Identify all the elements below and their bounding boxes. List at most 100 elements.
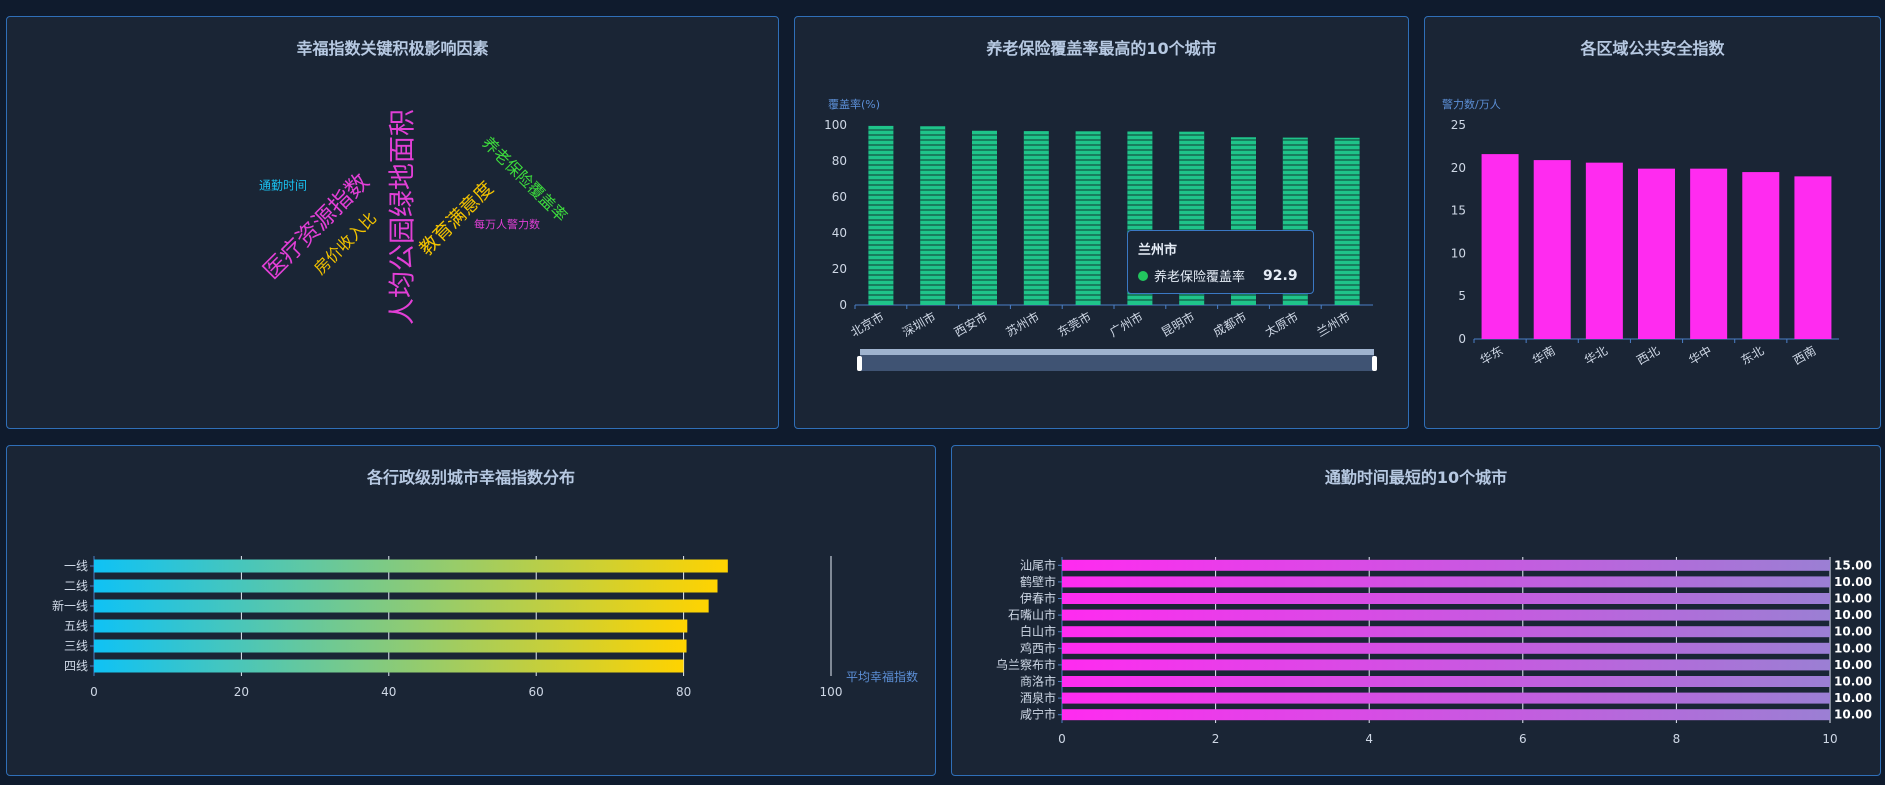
y-tick-label: 咸宁市: [1020, 707, 1056, 722]
data-label: 10.00: [1834, 641, 1872, 655]
x-axis-label: 平均幸福指数: [846, 669, 918, 684]
wordcloud-word: 每万人警力数: [474, 217, 540, 231]
commute-chart: 0 2 4 6 8 10 汕尾市 15.00 鹤壁市 10.00 伊春市 10.00 石嘴山市 10.00…: [996, 557, 1872, 746]
bar: [1023, 131, 1049, 305]
data-label: 10.00: [1834, 625, 1872, 639]
x-tick-label: 太原市: [1262, 309, 1301, 340]
panel-title: 幸福指数关键积极影响因素: [296, 39, 489, 58]
bar: [94, 599, 709, 613]
data-label: 10.00: [1834, 592, 1872, 606]
pension-chart: 覆盖率(%) 0 20 40 60 80 100 北京市 深圳市 西安市 苏州市 东莞市 广州市 昆明市成…: [824, 97, 1377, 371]
x-tick-label: 成都市: [1210, 309, 1249, 340]
y-tick-label: 100: [824, 118, 847, 132]
x-tick-label: 100: [820, 685, 843, 699]
data-label: 10.00: [1834, 608, 1872, 622]
panel-title: 各行政级别城市幸福指数分布: [366, 468, 575, 487]
y-tick-label: 白山市: [1020, 624, 1056, 639]
data-label: 10.00: [1834, 675, 1872, 689]
panel-wordcloud: 幸福指数关键积极影响因素 人均公园绿地面积 医疗资源指数 养老保险覆盖率 教育满意度房…: [6, 16, 779, 429]
y-tick-label: 汕尾市: [1020, 557, 1056, 572]
y-tick-label: 新一线: [52, 598, 88, 613]
y-tick-label: 鸡西市: [1020, 640, 1056, 655]
x-tick-label: 6: [1519, 732, 1527, 746]
x-tick-label: 0: [1058, 732, 1066, 746]
y-tick-label: 5: [1458, 289, 1466, 303]
x-tick-label: 20: [234, 685, 249, 699]
wordcloud-word: 通勤时间: [259, 179, 307, 193]
bar: [1062, 709, 1830, 721]
tooltip-title: 兰州市: [1138, 243, 1178, 258]
bar: [1062, 609, 1830, 621]
y-tick-label: 四线: [64, 659, 88, 673]
bar: [1742, 172, 1780, 339]
x-tick-label: 北京市: [848, 309, 887, 340]
x-tick-label: 8: [1673, 732, 1681, 746]
data-label: 10.00: [1834, 575, 1872, 589]
y-tick-label: 三线: [64, 639, 88, 653]
x-tick-label: 东北: [1738, 343, 1766, 367]
bar: [1062, 659, 1830, 671]
wordcloud-word: 养老保险覆盖率: [478, 133, 571, 226]
x-tick-label: 西北: [1634, 343, 1662, 367]
bar: [1062, 576, 1830, 588]
x-tick-label: 华南: [1529, 343, 1557, 368]
y-tick-label: 20: [1451, 161, 1466, 175]
x-tick-label: 西安市: [951, 309, 990, 340]
bar: [1062, 642, 1830, 654]
bar: [94, 659, 684, 673]
bar: [94, 619, 688, 633]
series-dot-icon: [1138, 270, 1148, 281]
datazoom-handle-right: [1372, 356, 1377, 371]
x-tick-label: 2: [1212, 732, 1220, 746]
bar: [1481, 154, 1519, 339]
panel-safety: 各区域公共安全指数 警力数/万人 0 5 10 15 20 25 华东 华南 华北 西北 华中 东北 西南: [1424, 16, 1881, 429]
bar: [1334, 137, 1360, 305]
panel-title: 养老保险覆盖率最高的10个城市: [986, 39, 1217, 58]
bar: [1062, 676, 1830, 687]
x-tick-label: 0: [90, 685, 98, 699]
bar: [1062, 559, 1830, 571]
datazoom-selection: [860, 349, 1374, 355]
x-tick-label: 60: [529, 685, 544, 699]
y-tick-label: 60: [832, 190, 847, 204]
data-label: 10.00: [1834, 658, 1872, 672]
x-tick-label: 兰州市: [1314, 309, 1353, 340]
x-tick-label: 40: [381, 685, 396, 699]
y-tick-label: 40: [832, 226, 847, 240]
y-tick-label: 0: [839, 298, 847, 312]
y-tick-label: 乌兰察布市: [996, 657, 1056, 672]
y-tick-label: 商洛市: [1020, 674, 1056, 689]
y-tick-label: 25: [1451, 118, 1466, 132]
tooltip-series: 养老保险覆盖率: [1154, 270, 1246, 285]
bar: [1638, 168, 1675, 339]
y-tick-label: 酒泉市: [1020, 690, 1056, 705]
x-tick-label: 华东: [1478, 343, 1506, 367]
x-tick-label: 华北: [1582, 343, 1610, 367]
bar: [1062, 692, 1830, 704]
data-label: 10.00: [1834, 708, 1872, 722]
y-tick-label: 石嘴山市: [1008, 607, 1056, 622]
panel-pension: 养老保险覆盖率最高的10个城市 覆盖率(%) 0 20 40 60 80 100 北京市 深圳市…: [794, 16, 1409, 429]
y-tick-label: 20: [832, 262, 847, 276]
y-tick-label: 15: [1451, 204, 1466, 218]
panel-title: 各区域公共安全指数: [1580, 39, 1725, 58]
bar: [94, 579, 718, 593]
x-tick-label: 广州市: [1107, 309, 1146, 340]
wordcloud-word: 人均公园绿地面积: [388, 109, 419, 325]
chart-tooltip: 兰州市 养老保险覆盖率 92.9: [1127, 230, 1314, 294]
bar: [94, 639, 687, 653]
x-tick-label: 西南: [1790, 343, 1818, 368]
x-tick-label: 10: [1822, 732, 1837, 746]
x-tick-label: 苏州市: [1003, 309, 1042, 340]
y-tick-label: 80: [832, 154, 847, 168]
bar: [94, 559, 728, 573]
bar: [1794, 176, 1832, 339]
bar: [1062, 593, 1830, 604]
y-axis-label: 警力数/万人: [1442, 97, 1501, 111]
bar: [1062, 626, 1830, 638]
bar: [1690, 168, 1728, 339]
y-tick-label: 10: [1451, 246, 1466, 260]
bar: [972, 130, 997, 305]
x-tick-label: 昆明市: [1159, 309, 1198, 340]
